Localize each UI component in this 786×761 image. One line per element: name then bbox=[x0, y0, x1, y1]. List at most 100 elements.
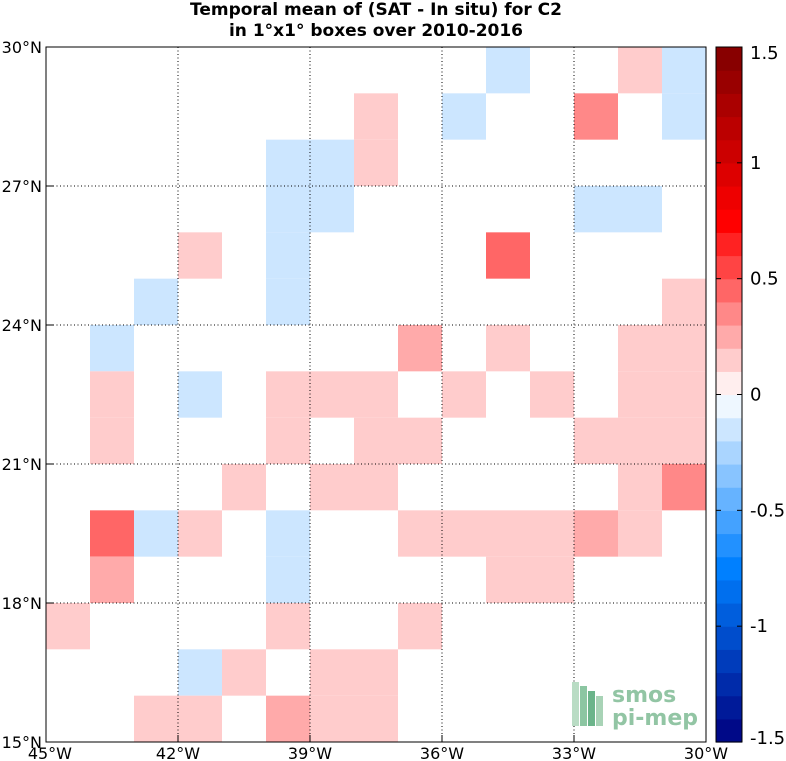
heatmap-cell bbox=[574, 417, 618, 464]
grid-lines bbox=[46, 47, 706, 742]
y-tick-label: 18°N bbox=[2, 594, 42, 613]
heatmap-cell bbox=[530, 510, 574, 557]
colorbar-step bbox=[716, 533, 742, 558]
heatmap-cell bbox=[134, 278, 178, 325]
y-tick-label: 30°N bbox=[2, 38, 42, 57]
heatmap-cell bbox=[486, 325, 530, 372]
logo-mark-2 bbox=[580, 686, 587, 726]
heatmap-cell bbox=[486, 232, 530, 279]
chart-title: Temporal mean of (SAT - In situ) for C2 … bbox=[46, 0, 706, 42]
heatmap-cell bbox=[310, 371, 354, 418]
logo-mark-4 bbox=[596, 696, 603, 726]
heatmap-cell bbox=[266, 695, 310, 742]
y-tick-label: 21°N bbox=[2, 455, 42, 474]
x-tick-label: 45°W bbox=[28, 744, 72, 761]
chart-title-line-1: Temporal mean of (SAT - In situ) for C2 bbox=[190, 0, 562, 20]
y-tick-label: 15°N bbox=[2, 733, 42, 752]
heatmap-cell bbox=[266, 232, 310, 279]
heatmap-cell bbox=[398, 603, 442, 650]
colorbar: 1.5 1 0.5 0 -0.5 -1 -1.5 bbox=[715, 43, 785, 749]
heatmap-cell bbox=[310, 186, 354, 233]
heatmap-cell bbox=[354, 649, 398, 696]
heatmap-cell bbox=[662, 325, 706, 372]
colorbar-step bbox=[716, 672, 742, 697]
heatmap-cell bbox=[574, 186, 618, 233]
heatmap-cell bbox=[618, 47, 662, 94]
colorbar-step bbox=[716, 301, 742, 326]
colorbar-step bbox=[716, 232, 742, 257]
heatmap-cell bbox=[662, 93, 706, 140]
heatmap-cell bbox=[486, 47, 530, 94]
heatmap-cell bbox=[618, 186, 662, 233]
colorbar-step bbox=[716, 417, 742, 442]
x-tick-label: 42°W bbox=[156, 744, 200, 761]
heatmap-cell bbox=[662, 47, 706, 94]
colorbar-step bbox=[716, 718, 742, 743]
heatmap-cell bbox=[266, 603, 310, 650]
colorbar-step bbox=[716, 626, 742, 650]
colorbar-step bbox=[716, 325, 742, 349]
colorbar-step bbox=[716, 487, 742, 511]
heatmap-cell bbox=[618, 417, 662, 464]
heatmap-cell bbox=[134, 510, 178, 557]
logo-text-line-2: pi-mep bbox=[612, 706, 698, 731]
colorbar-step bbox=[716, 440, 742, 465]
colorbar-step bbox=[716, 464, 742, 488]
heatmap-cell bbox=[90, 556, 134, 603]
heatmap-cell bbox=[354, 371, 398, 418]
heatmap-cell bbox=[354, 695, 398, 742]
heatmap-cell bbox=[90, 417, 134, 464]
heatmap-cell bbox=[662, 278, 706, 325]
heatmap-cell bbox=[266, 186, 310, 233]
heatmap-cell bbox=[530, 556, 574, 603]
colorbar-step bbox=[716, 209, 742, 233]
heatmap-cell bbox=[662, 371, 706, 418]
heatmap-cell bbox=[618, 510, 662, 557]
heatmap-cell bbox=[178, 695, 222, 742]
colorbar-tick-label: 1 bbox=[750, 153, 761, 174]
colorbar-step bbox=[716, 255, 742, 280]
colorbar-tick-label: -0.5 bbox=[750, 500, 785, 521]
colorbar-step bbox=[716, 394, 742, 419]
colorbar-step bbox=[716, 139, 742, 164]
colorbar-tick-label: 0 bbox=[750, 385, 761, 406]
heatmap-cell bbox=[310, 695, 354, 742]
heatmap-cell bbox=[442, 93, 486, 140]
chart-title-line-2: in 1°x1° boxes over 2010-2016 bbox=[228, 21, 524, 41]
heatmap-cell bbox=[662, 464, 706, 511]
heatmap-cell bbox=[530, 371, 574, 418]
heatmap-cell bbox=[662, 417, 706, 464]
colorbar-step bbox=[716, 186, 742, 210]
heatmap-cell bbox=[574, 93, 618, 140]
heatmap-cell bbox=[266, 371, 310, 418]
heatmap-cell bbox=[442, 510, 486, 557]
heatmap-cell bbox=[618, 371, 662, 418]
colorbar-step bbox=[716, 116, 742, 141]
colorbar-step bbox=[716, 510, 742, 535]
colorbar-tick-label: -1 bbox=[750, 616, 768, 637]
heatmap-cell bbox=[90, 510, 134, 557]
x-tick-label: 33°W bbox=[552, 744, 596, 761]
heatmap-cell bbox=[266, 510, 310, 557]
heatmap-cells bbox=[46, 47, 706, 742]
heatmap-cell bbox=[618, 325, 662, 372]
x-tick-label: 39°W bbox=[288, 744, 332, 761]
heatmap-cell bbox=[178, 649, 222, 696]
heatmap-cell bbox=[222, 464, 266, 511]
colorbar-tick-label: 0.5 bbox=[750, 269, 779, 290]
heatmap-cell bbox=[398, 417, 442, 464]
heatmap-cell bbox=[398, 325, 442, 372]
heatmap-cell bbox=[486, 556, 530, 603]
plot-frame bbox=[45, 46, 707, 743]
colorbar-step bbox=[716, 162, 742, 187]
logo-mark-3 bbox=[588, 691, 595, 726]
colorbar-step bbox=[716, 278, 742, 303]
colorbar-step bbox=[716, 371, 742, 396]
colorbar-step bbox=[716, 556, 742, 581]
heatmap-cell bbox=[310, 139, 354, 186]
heatmap-cell bbox=[354, 93, 398, 140]
y-tick-label: 27°N bbox=[2, 177, 42, 196]
colorbar-step bbox=[716, 93, 742, 118]
colorbar-step bbox=[716, 70, 742, 94]
heatmap-cell bbox=[398, 510, 442, 557]
